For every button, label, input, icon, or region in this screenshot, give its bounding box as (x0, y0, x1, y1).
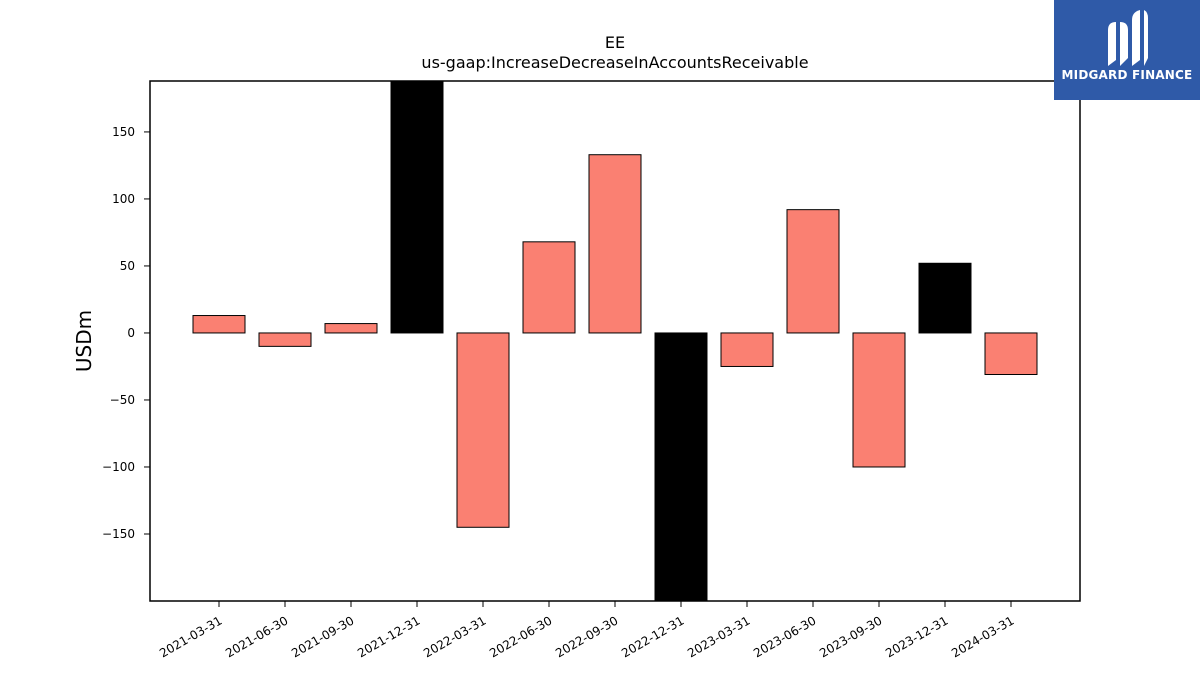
x-tick-label: 2023-12-31 (883, 613, 950, 660)
y-tick-label: 100 (112, 192, 135, 206)
logo-text: MIDGARD FINANCE (1061, 68, 1193, 82)
chart-subtitle: us-gaap:IncreaseDecreaseInAccountsReceiv… (421, 53, 808, 72)
bars-group (192, 80, 1038, 602)
x-tick-label: 2021-12-31 (355, 613, 422, 660)
bar-2021-03-31 (192, 315, 246, 334)
y-tick-label: 0 (127, 326, 135, 340)
bar-2021-09-30 (324, 323, 378, 334)
x-tick-label: 2022-09-30 (553, 613, 620, 660)
bar-2023-03-31 (720, 332, 774, 367)
bar-2022-09-30 (588, 154, 642, 334)
bar-2021-06-30 (258, 332, 312, 347)
y-axis-label: USDm (72, 310, 96, 372)
midgard-finance-logo: MIDGARD FINANCE (1054, 0, 1200, 100)
bar-2023-06-30 (786, 209, 840, 334)
x-tick-label: 2022-06-30 (487, 613, 554, 660)
y-tick-label: −150 (102, 527, 135, 541)
y-axis-ticks: −150 −100 −50 0 50 100 150 (102, 125, 150, 541)
x-tick-label: 2022-12-31 (619, 613, 686, 660)
bar-2021-12-31 (390, 80, 444, 334)
y-tick-label: −100 (102, 460, 135, 474)
x-tick-label: 2021-03-31 (157, 613, 224, 660)
x-tick-label: 2022-03-31 (421, 613, 488, 660)
x-tick-label: 2021-06-30 (223, 613, 290, 660)
y-tick-label: 150 (112, 125, 135, 139)
y-tick-label: −50 (110, 393, 135, 407)
x-axis-ticks: 2021-03-312021-06-302021-09-302021-12-31… (157, 601, 1017, 660)
bar-2022-12-31 (654, 332, 708, 602)
x-tick-label: 2023-06-30 (751, 613, 818, 660)
midgard-logo-icon (1108, 10, 1148, 66)
bar-2022-06-30 (522, 241, 576, 334)
x-tick-label: 2023-09-30 (817, 613, 884, 660)
chart-title: EE (605, 33, 625, 52)
bar-2023-12-31 (918, 262, 972, 334)
x-tick-label: 2024-03-31 (949, 613, 1016, 660)
bar-2023-09-30 (852, 332, 906, 468)
bar-2024-03-31 (984, 332, 1038, 376)
y-tick-label: 50 (120, 259, 135, 273)
plot-frame (149, 80, 1081, 602)
bar-2022-03-31 (456, 332, 510, 528)
x-tick-label: 2023-03-31 (685, 613, 752, 660)
x-tick-label: 2021-09-30 (289, 613, 356, 660)
